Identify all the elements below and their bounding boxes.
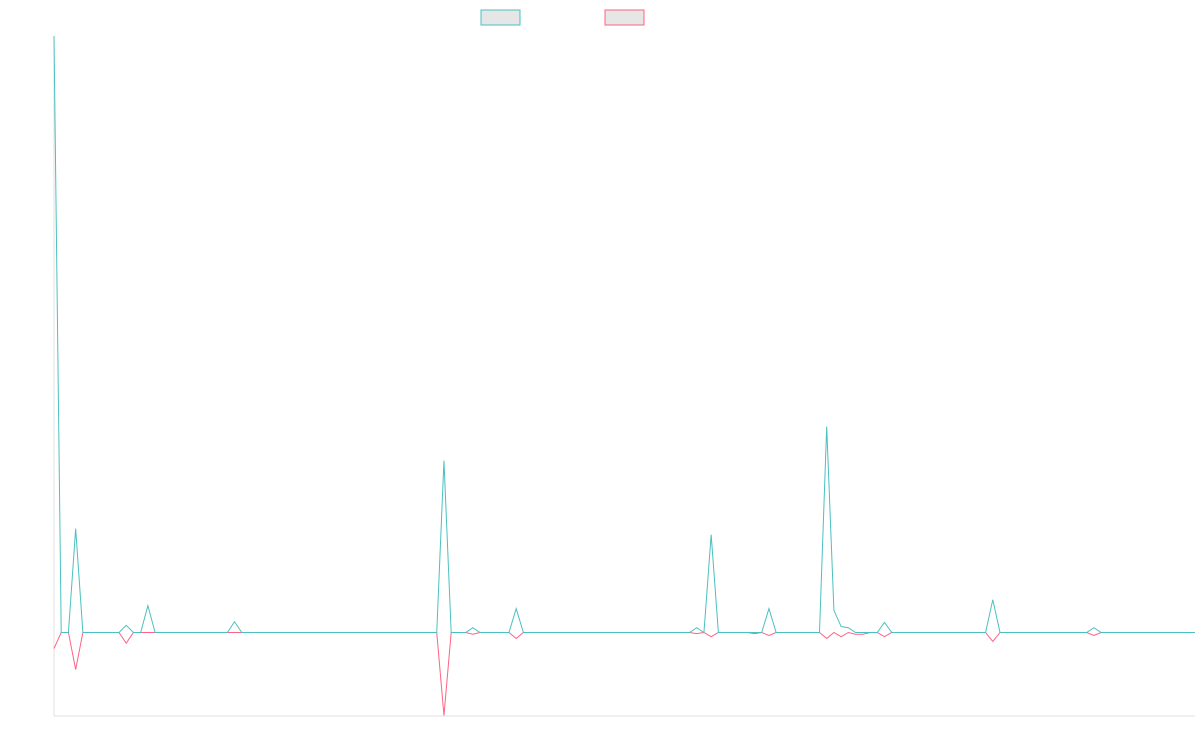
legend-swatch[interactable] — [480, 9, 521, 26]
legend-swatch[interactable] — [604, 9, 645, 26]
data-line — [53, 631, 1195, 716]
data-line — [53, 35, 1195, 634]
